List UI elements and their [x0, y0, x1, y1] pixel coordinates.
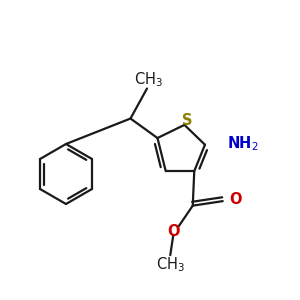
Text: NH$_2$: NH$_2$ [227, 134, 259, 152]
Text: CH$_3$: CH$_3$ [134, 71, 163, 89]
Text: O: O [230, 192, 242, 207]
Text: O: O [167, 224, 179, 238]
Text: CH$_3$: CH$_3$ [156, 255, 185, 274]
Text: S: S [182, 112, 192, 128]
